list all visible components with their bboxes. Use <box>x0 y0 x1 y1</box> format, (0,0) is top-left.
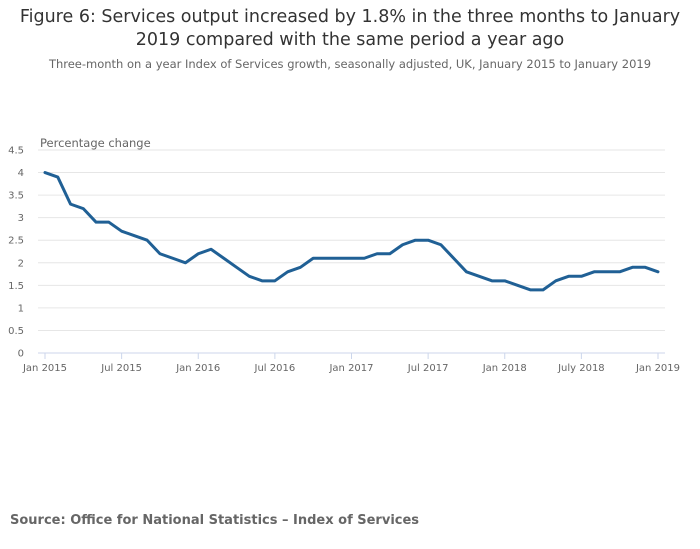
data-point[interactable]: Aug 2017: 2.4 <box>437 241 445 249</box>
data-point[interactable]: Oct 2018: 1.8 <box>616 268 624 276</box>
data-point[interactable]: Sep 2015: 2.5 <box>143 236 151 244</box>
source-note: Source: Office for National Statistics –… <box>10 513 420 528</box>
y-tick-label: 0 <box>18 349 24 360</box>
y-tick-label: 4.5 <box>8 146 24 157</box>
data-point[interactable]: Jan 2017: 2.1 <box>348 254 356 262</box>
data-point[interactable]: May 2016: 1.7 <box>245 272 253 280</box>
y-tick-label: 0.5 <box>8 326 24 337</box>
data-point[interactable]: Feb 2018: 1.5 <box>514 281 522 289</box>
data-point[interactable]: Jun 2015: 2.9 <box>105 218 113 226</box>
data-point[interactable]: Jan 2019: 1.8 <box>654 268 662 276</box>
y-axis-label: Percentage change <box>40 136 151 150</box>
x-tick-label: Jul 2017 <box>407 363 449 374</box>
data-point[interactable]: May 2015: 2.9 <box>92 218 100 226</box>
data-point[interactable]: Jan 2016: 2.2 <box>194 250 202 258</box>
data-point[interactable]: Aug 2016: 1.8 <box>284 268 292 276</box>
x-tick-label: Jul 2016 <box>254 363 296 374</box>
data-point[interactable]: May 2018: 1.6 <box>552 277 560 285</box>
data-point[interactable]: Jul 2017: 2.5 <box>424 236 432 244</box>
data-point[interactable]: Feb 2016: 2.3 <box>207 245 215 253</box>
data-point[interactable]: Apr 2015: 3.2 <box>79 205 87 213</box>
data-point[interactable]: Dec 2017: 1.6 <box>488 277 496 285</box>
data-point[interactable]: Sep 2018: 1.8 <box>603 268 611 276</box>
data-point[interactable]: May 2017: 2.4 <box>399 241 407 249</box>
y-tick-label: 1 <box>18 303 24 314</box>
x-tick-label: Jan 2019 <box>635 363 680 374</box>
data-point[interactable]: Apr 2018: 1.4 <box>539 286 547 294</box>
data-point[interactable]: Oct 2015: 2.2 <box>156 250 164 258</box>
data-point[interactable]: Jul 2015: 2.7 <box>118 227 126 235</box>
data-point[interactable]: Jan 2018: 1.6 <box>501 277 509 285</box>
data-point[interactable]: Mar 2016: 2.1 <box>220 254 228 262</box>
data-point[interactable]: Dec 2016: 2.1 <box>335 254 343 262</box>
data-point[interactable]: Sep 2016: 1.9 <box>296 263 304 271</box>
x-tick-label: Jan 2016 <box>175 363 220 374</box>
data-point[interactable]: Jan 2015: 4 <box>41 169 49 177</box>
gridlines <box>38 149 665 331</box>
data-point[interactable]: Nov 2017: 1.7 <box>475 272 483 280</box>
data-point[interactable]: Oct 2017: 1.8 <box>462 268 470 276</box>
data-points: Jan 2015: 4 Feb 2015: 3.9 Mar 2015: 3.3 Apr… <box>41 169 662 294</box>
data-point[interactable]: Jul 2018: 1.7 <box>577 272 585 280</box>
y-tick-label: 2.5 <box>8 236 24 247</box>
data-point[interactable]: Jun 2016: 1.6 <box>258 277 266 285</box>
y-tick-label: 1.5 <box>8 281 24 292</box>
chart-title: Figure 6: Services output increased by 1… <box>19 7 681 50</box>
chart-subtitle: Three-month on a year Index of Services … <box>48 57 652 71</box>
x-axis-ticks: Jan 2015 Jul 2015 Jan 2016 Jul 2016 Jan 2017… <box>22 353 680 374</box>
y-tick-label: 2 <box>18 258 24 269</box>
data-point[interactable]: Oct 2016: 2.1 <box>309 254 317 262</box>
x-tick-label: Jul 2015 <box>100 363 142 374</box>
y-tick-label: 4 <box>18 168 24 179</box>
data-point[interactable]: Jun 2017: 2.5 <box>411 236 419 244</box>
data-point[interactable]: Dec 2015: 2 <box>181 259 189 267</box>
data-point[interactable]: Nov 2018: 1.9 <box>628 263 636 271</box>
data-point[interactable]: Mar 2018: 1.4 <box>526 286 534 294</box>
data-point[interactable]: Nov 2015: 2.1 <box>169 254 177 262</box>
y-tick-label: 3 <box>18 213 24 224</box>
data-point[interactable]: Aug 2015: 2.6 <box>130 232 138 240</box>
data-point[interactable]: Feb 2017: 2.1 <box>360 254 368 262</box>
x-tick-label: Jan 2015 <box>22 363 67 374</box>
data-point[interactable]: Aug 2018: 1.8 <box>590 268 598 276</box>
x-tick-label: Jan 2017 <box>328 363 373 374</box>
data-point[interactable]: Mar 2015: 3.3 <box>67 200 75 208</box>
x-tick-label: Jan 2018 <box>482 363 527 374</box>
data-point[interactable]: Jul 2016: 1.6 <box>271 277 279 285</box>
data-point[interactable]: Apr 2017: 2.2 <box>386 250 394 258</box>
data-point[interactable]: Mar 2017: 2.2 <box>373 250 381 258</box>
x-tick-label: July 2018 <box>557 363 605 374</box>
data-point[interactable]: Sep 2017: 2.1 <box>450 254 458 262</box>
data-point[interactable]: Apr 2016: 1.9 <box>233 263 241 271</box>
y-axis-ticks: 0 0.5 1 1.5 2 2.5 3 3.5 4 4.5 <box>8 146 24 360</box>
data-point[interactable]: Jun 2018: 1.7 <box>565 272 573 280</box>
data-point[interactable]: Dec 2018: 1.9 <box>641 263 649 271</box>
series-line-index-of-services[interactable] <box>43 171 660 292</box>
data-point[interactable]: Nov 2016: 2.1 <box>322 254 330 262</box>
data-point[interactable]: Feb 2015: 3.9 <box>54 173 62 181</box>
y-tick-label: 3.5 <box>8 191 24 202</box>
